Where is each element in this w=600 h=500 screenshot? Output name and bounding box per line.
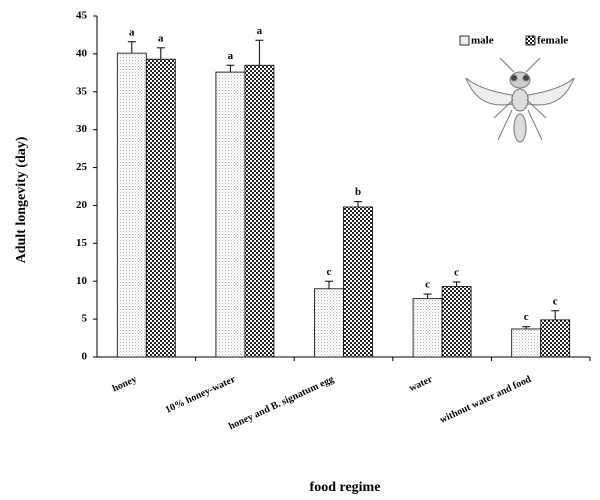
y-tick-label: 15 — [76, 237, 88, 249]
bar — [215, 71, 246, 358]
legend-swatch — [525, 35, 536, 46]
significance-letter: c — [327, 266, 332, 278]
y-tick-label: 30 — [76, 123, 88, 135]
significance-letter: a — [228, 50, 234, 62]
x-tick-label: honey — [111, 374, 139, 395]
significance-letter: a — [257, 25, 263, 37]
y-tick-label: 40 — [76, 47, 88, 59]
x-tick-label: without water and food — [438, 374, 533, 426]
significance-letter: c — [425, 279, 430, 291]
significance-letter: b — [355, 186, 361, 198]
bar — [116, 52, 147, 358]
legend-swatch — [459, 35, 470, 46]
bar — [343, 206, 373, 358]
significance-letter: c — [553, 295, 558, 307]
legend-label: male — [471, 35, 494, 47]
y-tick-label: 10 — [76, 275, 88, 287]
bar — [244, 64, 275, 358]
bar — [412, 298, 443, 358]
bar — [441, 286, 472, 358]
y-tick-label: 20 — [76, 199, 88, 211]
x-axis-label: food regime — [310, 480, 381, 495]
significance-letter: a — [129, 26, 135, 38]
y-tick-label: 45 — [76, 10, 88, 22]
bar — [145, 58, 176, 358]
significance-letter: c — [454, 267, 459, 279]
x-tick-label: water — [408, 374, 435, 395]
y-tick-label: 5 — [82, 313, 88, 325]
bar — [540, 319, 571, 358]
x-tick-label: 10% honey-water — [164, 374, 238, 416]
x-tick-label: honey and B. signatum egg — [227, 374, 336, 432]
bar — [314, 288, 344, 358]
y-axis-label: Adult longevity (day) — [14, 136, 29, 263]
significance-letter: a — [158, 32, 164, 44]
significance-letter: c — [524, 311, 529, 323]
y-tick-label: 35 — [76, 85, 88, 97]
y-tick-label: 25 — [76, 161, 88, 173]
legend-label: female — [537, 35, 568, 47]
insect-icon — [465, 57, 575, 143]
y-tick-label: 0 — [82, 351, 88, 363]
bar — [511, 328, 542, 358]
